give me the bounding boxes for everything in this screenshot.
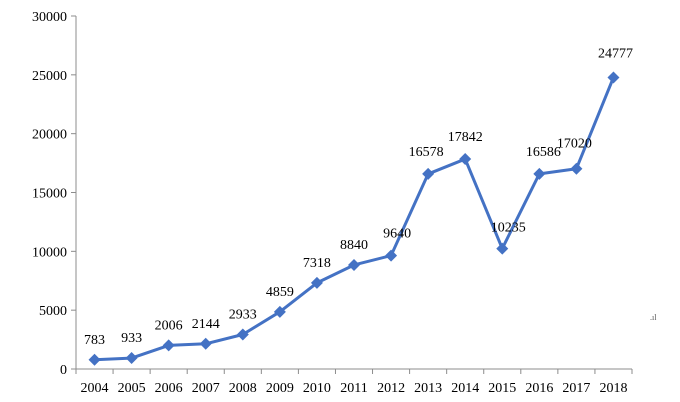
y-tick-label: 10000: [32, 245, 67, 260]
data-label: 783: [84, 333, 105, 348]
x-tick-label: 2018: [599, 381, 627, 396]
y-tick-label: 0: [60, 363, 67, 378]
x-tick-label: 2005: [118, 381, 146, 396]
x-tick-label: 2004: [81, 381, 109, 396]
data-label: 933: [121, 331, 142, 346]
x-axis: 2004 2005 2006 2007 2008 2009 2010 2011 2012 2013…: [75, 368, 633, 396]
data-label: 2006: [155, 318, 183, 333]
x-tick-label: 2013: [414, 381, 442, 396]
data-point-marker: [385, 249, 398, 262]
data-point-marker: [459, 153, 472, 166]
data-label: 16586: [526, 145, 561, 160]
data-point-marker: [607, 71, 620, 84]
data-point-marker: [199, 337, 212, 350]
data-label: 10235: [491, 221, 526, 236]
data-point-marker: [496, 242, 509, 255]
data-point-marker: [88, 353, 101, 366]
y-tick-label: 30000: [32, 10, 67, 25]
y-tick-label: 25000: [32, 69, 67, 84]
data-label: 9640: [383, 227, 411, 242]
data-point-marker: [125, 352, 138, 365]
x-tick-label: 2015: [488, 381, 516, 396]
x-tick-label: 2006: [155, 381, 183, 396]
x-tick-label: 2007: [192, 381, 220, 396]
data-point-marker: [273, 305, 286, 318]
data-label: 2933: [229, 307, 257, 322]
data-point-marker: [533, 167, 546, 180]
y-tick-label: 20000: [32, 128, 67, 143]
data-point-marker: [162, 339, 175, 352]
data-point-marker: [570, 162, 583, 175]
series-layer: [88, 71, 620, 366]
y-tick-label: 15000: [32, 187, 67, 202]
x-tick-label: 2014: [451, 381, 479, 396]
data-labels: 783 933 2006 2144 2933 4859 7318 8840 9640 16578 1…: [84, 46, 633, 347]
data-point-marker: [422, 167, 435, 180]
x-tick-label: 2017: [562, 381, 590, 396]
data-label: 8840: [340, 238, 368, 253]
data-point-marker: [310, 276, 323, 289]
x-tick-label: 2008: [229, 381, 257, 396]
data-label: 2144: [192, 317, 220, 332]
data-label: 17020: [557, 137, 592, 152]
data-label: 16578: [409, 145, 444, 160]
data-label: 7318: [303, 256, 331, 271]
data-point-marker: [348, 258, 360, 271]
corner-mark: .ıl: [650, 313, 657, 322]
data-label: 24777: [598, 46, 633, 61]
x-tick-label: 2009: [266, 381, 294, 396]
x-tick-label: 2012: [377, 381, 405, 396]
y-axis: 0 5000 10000 15000 20000 25000 30000: [32, 10, 77, 378]
data-label: 4859: [266, 285, 294, 300]
data-point-marker: [236, 328, 249, 341]
x-tick-label: 2011: [340, 381, 367, 396]
x-tick-label: 2016: [525, 381, 553, 396]
x-tick-label: 2010: [303, 381, 331, 396]
y-tick-label: 5000: [39, 304, 67, 319]
data-label: 17842: [448, 130, 483, 145]
